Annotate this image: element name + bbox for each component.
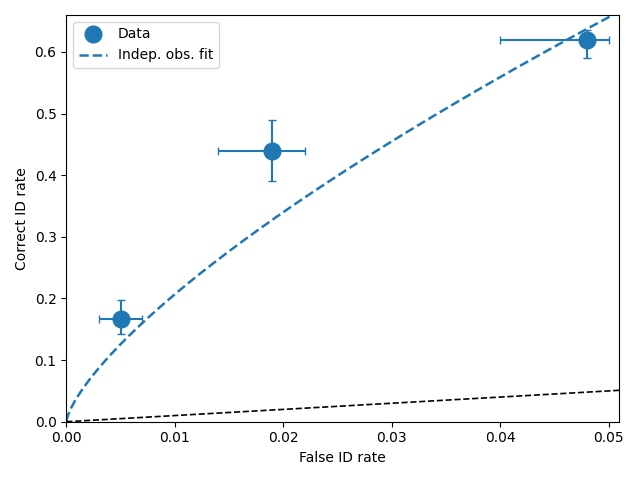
Legend: Data, Indep. obs. fit: Data, Indep. obs. fit <box>73 22 219 68</box>
Indep. obs. fit <box>63 418 70 424</box>
Indep. obs. fit <box>286 204 294 210</box>
Y-axis label: Correct ID rate: Correct ID rate <box>15 167 29 270</box>
Indep. obs. fit <box>306 191 314 197</box>
Indep. obs. fit <box>616 9 623 14</box>
Indep. obs. fit <box>494 76 502 82</box>
Line: Indep. obs. fit: Indep. obs. fit <box>67 12 620 421</box>
X-axis label: False ID rate: False ID rate <box>300 451 386 465</box>
Indep. obs. fit <box>442 106 450 111</box>
Indep. obs. fit <box>119 339 127 345</box>
Indep. obs. fit <box>504 70 511 76</box>
